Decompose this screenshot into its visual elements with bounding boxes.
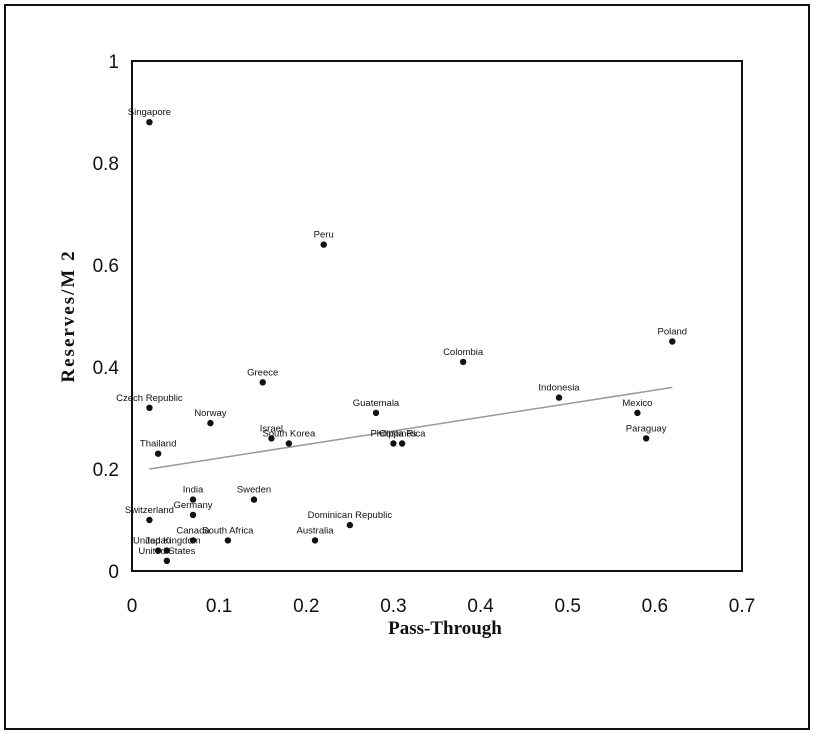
data-point — [259, 379, 266, 386]
x-tick-labels: 0 0.1 0.2 0.3 0.4 0.5 0.6 0.7 — [127, 596, 756, 617]
data-point — [163, 557, 171, 564]
data-point-label: Costa Rica — [379, 429, 426, 440]
y-tick-label: 0.4 — [93, 358, 120, 379]
data-point-label: Canada — [176, 525, 210, 536]
data-point-label: Greece — [247, 367, 278, 378]
data-point — [268, 435, 275, 442]
data-point-label: Thailand — [140, 439, 176, 450]
data-point — [320, 241, 327, 248]
data-point — [189, 537, 197, 544]
data-point — [146, 119, 153, 126]
x-tick-label: 0.3 — [380, 596, 406, 617]
data-point-label: South Africa — [202, 525, 254, 536]
data-point-label: Sweden — [237, 485, 271, 496]
data-point — [154, 547, 162, 554]
data-point-label: Australia — [297, 525, 335, 536]
data-point-label: Dominican Republic — [308, 510, 393, 521]
data-point-label: United Kingdom — [133, 536, 201, 547]
y-tick-label: 0 — [108, 562, 119, 583]
data-point-label: Germany — [173, 500, 212, 511]
data-point — [459, 358, 467, 366]
data-point — [154, 450, 162, 457]
data-point — [311, 537, 319, 544]
y-tick-label: 0.6 — [93, 256, 119, 277]
data-point-label: Poland — [657, 327, 687, 338]
data-point — [146, 516, 153, 524]
y-tick-label: 0.8 — [93, 154, 119, 175]
data-point-label: Norway — [194, 408, 226, 419]
data-point — [224, 537, 232, 544]
data-point-label: Peru — [314, 230, 334, 241]
y-tick-label: 1 — [108, 52, 119, 73]
data-point — [398, 440, 406, 447]
data-points: Singapore Peru Poland Colombia Greece Indones… — [116, 107, 687, 564]
x-tick-label: 0.6 — [642, 596, 668, 617]
data-point-label: Czech Republic — [116, 393, 183, 404]
data-point — [207, 419, 214, 427]
y-tick-label: 0.2 — [93, 460, 119, 481]
data-point-label: United States — [138, 546, 195, 557]
data-point — [669, 338, 676, 345]
data-point-label: Guatemala — [353, 398, 400, 409]
data-point — [189, 496, 197, 503]
x-tick-label: 0.2 — [293, 596, 319, 617]
x-tick-label: 0 — [127, 596, 138, 617]
data-point-label: Mexico — [622, 398, 652, 409]
data-point — [634, 409, 641, 417]
data-point-label: Philippines — [370, 429, 416, 440]
data-point-label: Indonesia — [538, 383, 580, 394]
data-point-label: Colombia — [443, 347, 484, 358]
data-point-label: Israel — [260, 423, 283, 434]
plot-area — [131, 60, 743, 572]
data-point-label: South Korea — [262, 429, 316, 440]
data-point — [250, 496, 258, 503]
x-tick-label: 0.4 — [467, 596, 494, 617]
x-tick-label: 0.1 — [206, 596, 232, 617]
data-point — [285, 440, 293, 447]
y-axis-label: Reserves/M 2 — [58, 249, 79, 382]
trend-line — [149, 386, 673, 470]
y-tick-labels: 0 0.2 0.4 0.6 0.8 1 — [93, 52, 120, 583]
data-point-label: Japan — [145, 536, 171, 547]
x-tick-label: 0.5 — [555, 596, 581, 617]
data-point — [146, 404, 153, 411]
data-point-label: Singapore — [128, 107, 171, 118]
data-point — [390, 440, 397, 447]
data-point — [346, 521, 354, 529]
data-point — [372, 409, 380, 417]
data-point-label: Paraguay — [626, 423, 667, 434]
data-point — [163, 547, 171, 554]
data-point-label: Switzerland — [125, 505, 174, 516]
x-axis-label: Pass-Through — [388, 618, 502, 639]
data-point — [642, 435, 650, 442]
data-point-label: India — [183, 485, 204, 496]
data-point — [555, 394, 563, 401]
data-point — [189, 511, 197, 519]
x-tick-label: 0.7 — [729, 596, 755, 617]
